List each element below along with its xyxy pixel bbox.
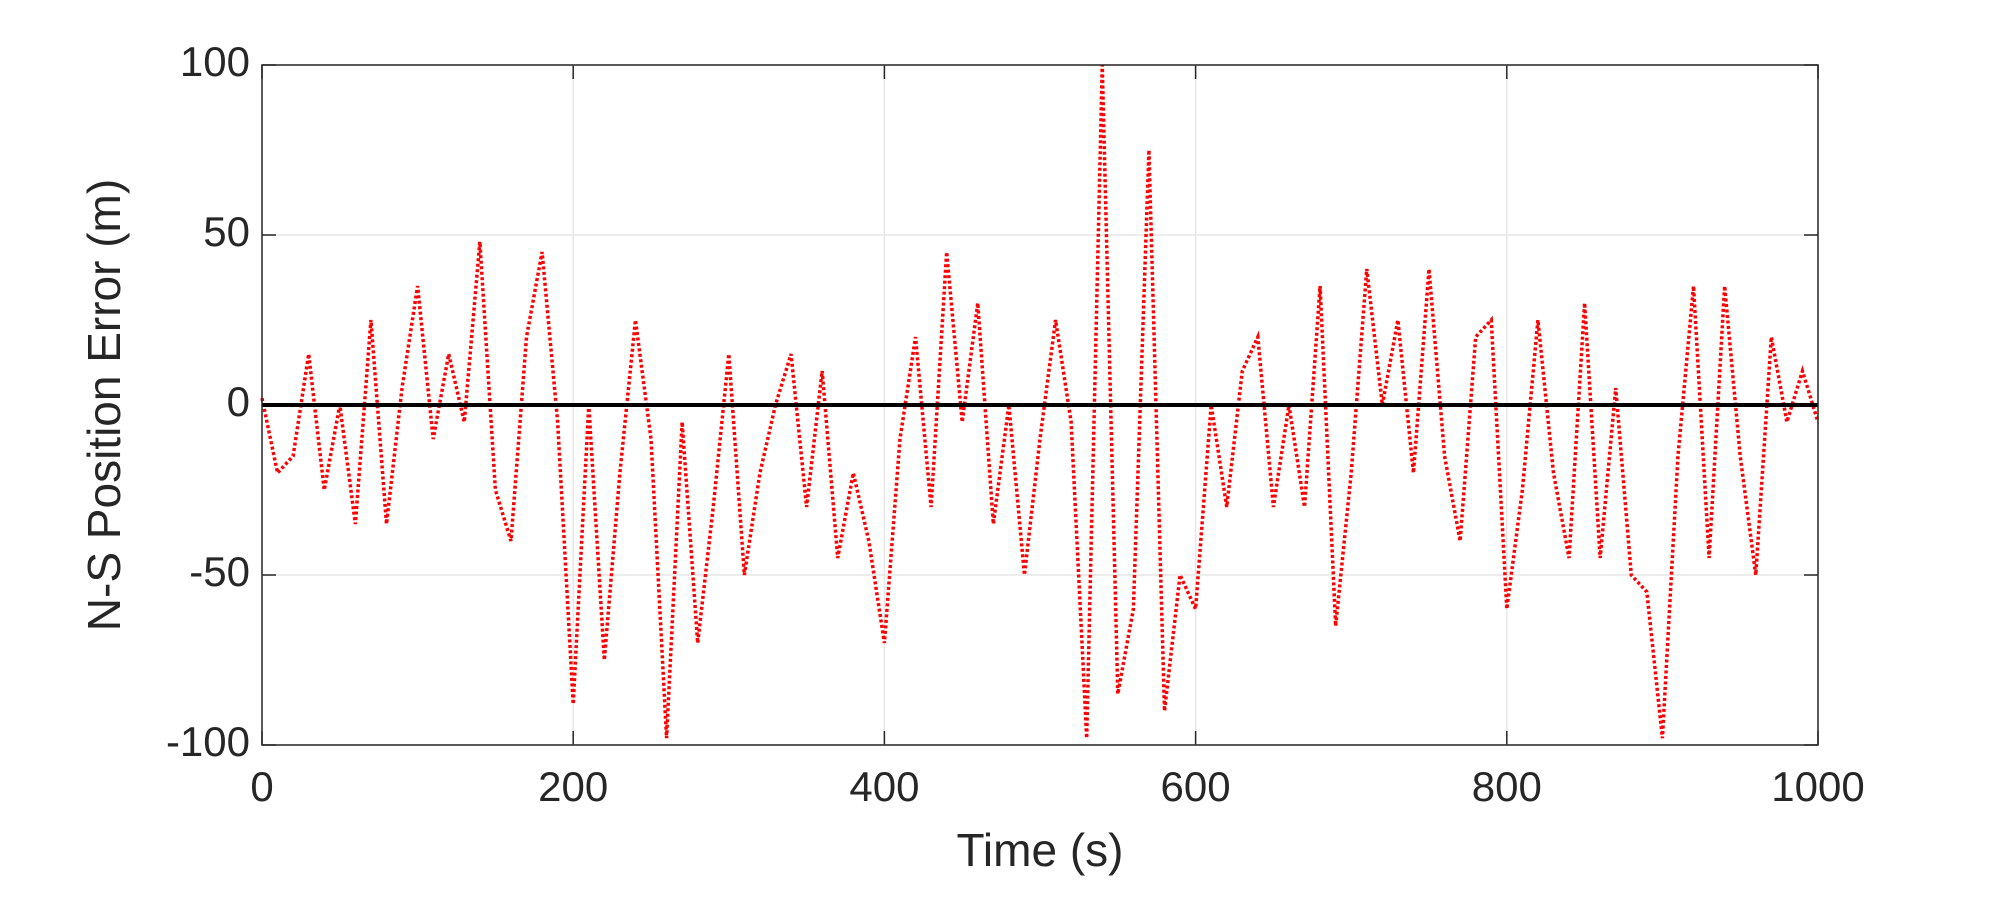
x-tick-label: 200 [538, 763, 608, 810]
y-tick-label: 0 [227, 378, 250, 425]
x-tick-label: 400 [849, 763, 919, 810]
x-tick-label: 600 [1161, 763, 1231, 810]
y-axis-label: N-S Position Error (m) [78, 179, 130, 631]
y-tick-label: -100 [166, 718, 250, 765]
x-tick-label: 800 [1472, 763, 1542, 810]
y-tick-label: 50 [203, 208, 250, 255]
y-tick-label: -50 [189, 548, 250, 595]
axes-box [261, 64, 1819, 746]
x-tick-label: 1000 [1771, 763, 1864, 810]
x-tick-label: 0 [250, 763, 273, 810]
y-tick-label: 100 [180, 38, 250, 85]
x-axis-label: Time (s) [957, 824, 1124, 876]
